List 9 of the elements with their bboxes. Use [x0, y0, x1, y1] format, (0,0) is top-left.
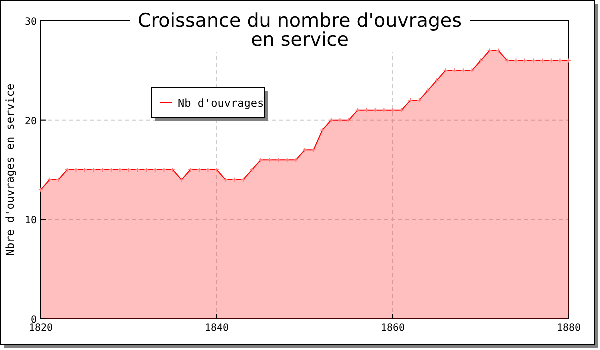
y-tick-label: 10 — [24, 216, 37, 227]
y-tick-label: 30 — [24, 17, 37, 28]
y-tick-label: 20 — [24, 116, 37, 128]
y-axis-title: Nbre d'ouvrages en service — [4, 84, 17, 256]
x-tick-label: 1880 — [556, 323, 582, 334]
x-tick-label: 1820 — [28, 323, 54, 334]
x-tick-label: 1840 — [204, 323, 230, 334]
chart-title: Croissance du nombre d'ouvrages en service — [138, 10, 462, 51]
x-tick-label: 1860 — [380, 323, 406, 334]
